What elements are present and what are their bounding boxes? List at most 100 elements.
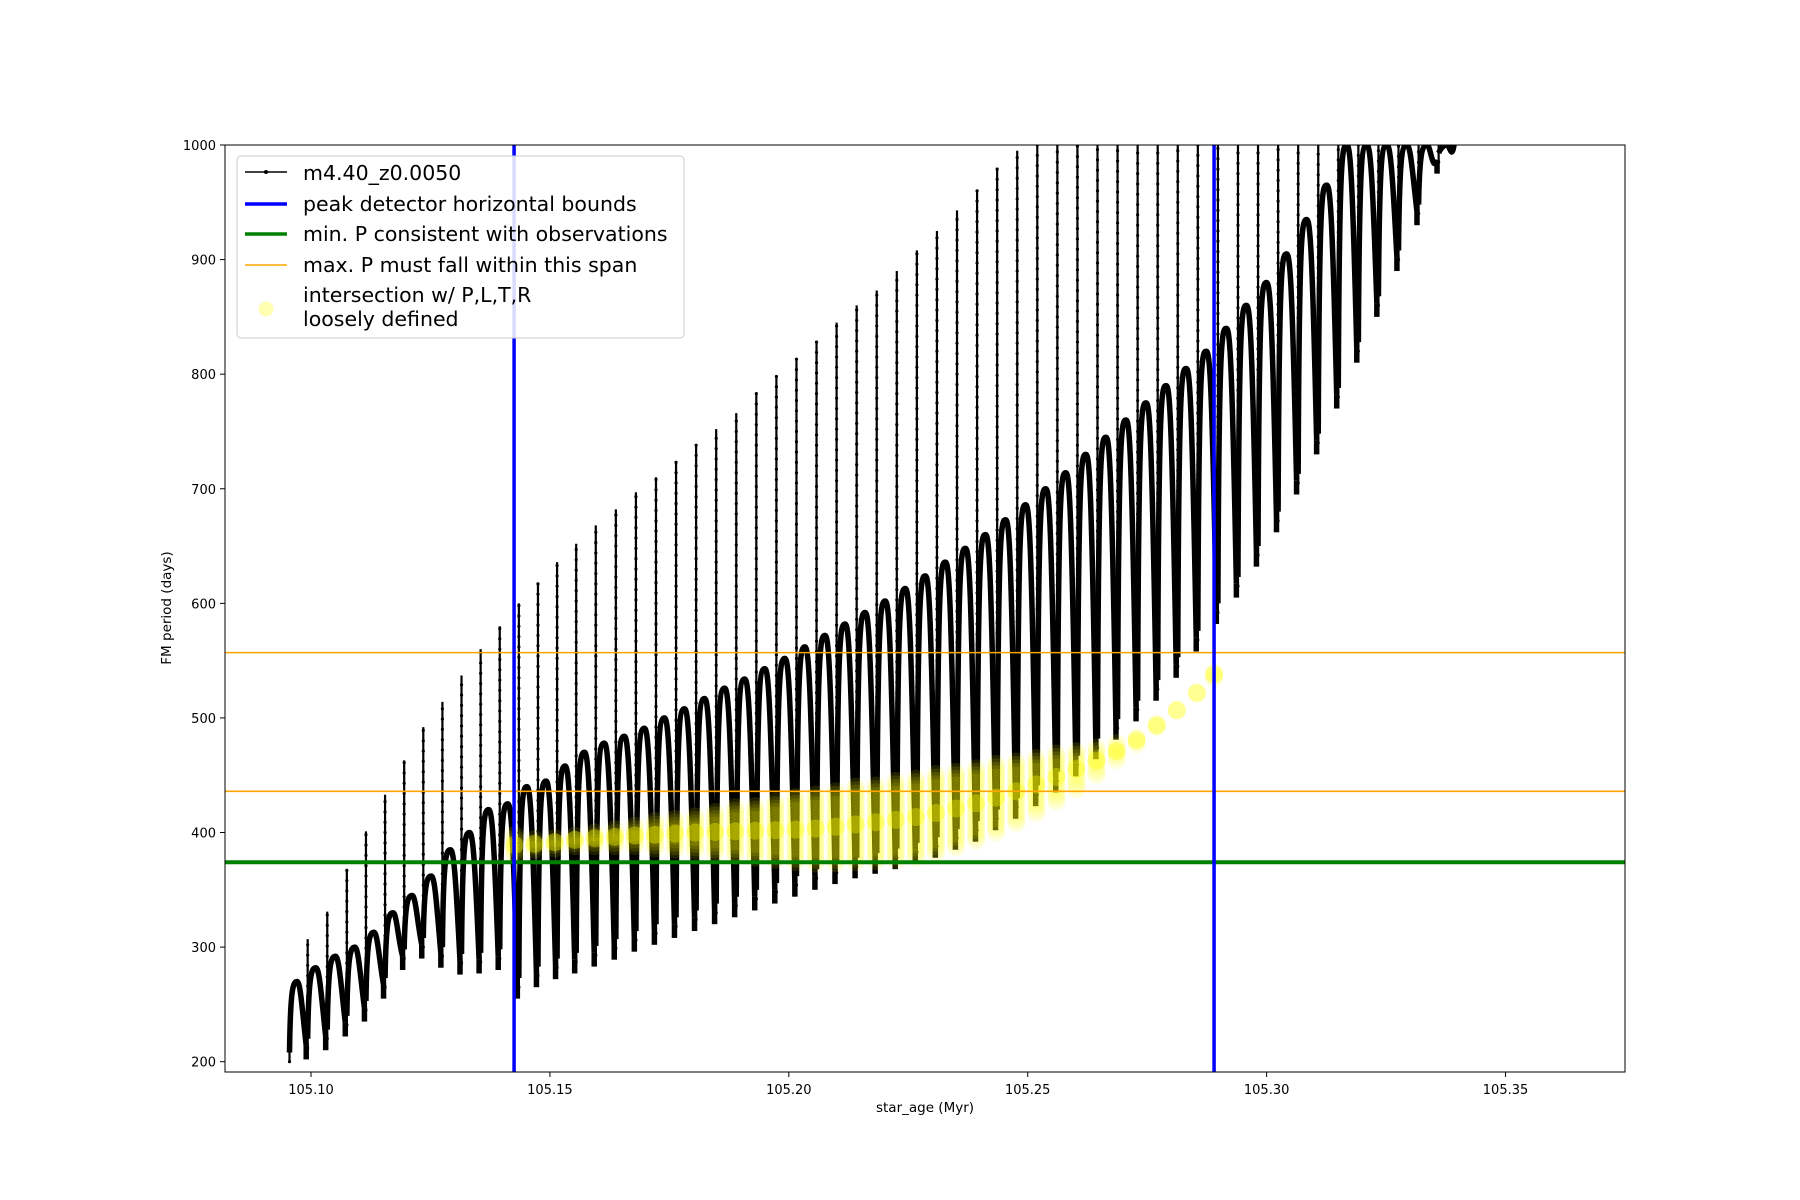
track-point bbox=[714, 581, 718, 585]
track-point bbox=[421, 873, 425, 877]
track-point bbox=[479, 795, 483, 799]
track-point bbox=[694, 464, 698, 468]
intersection-point bbox=[1127, 731, 1146, 750]
track-point bbox=[1256, 213, 1260, 217]
track-point bbox=[895, 546, 899, 550]
track-point bbox=[1075, 196, 1080, 200]
track-point bbox=[835, 406, 839, 411]
track-point bbox=[654, 488, 658, 492]
track-point bbox=[734, 440, 738, 444]
track-point bbox=[594, 551, 598, 555]
intersection-point bbox=[786, 825, 805, 844]
intersection-point bbox=[1167, 700, 1186, 719]
intersection-point bbox=[666, 833, 685, 852]
track-point bbox=[935, 298, 939, 302]
intersection-point bbox=[766, 799, 785, 818]
track-point bbox=[1115, 293, 1120, 297]
track-point bbox=[915, 489, 919, 493]
intersection-point bbox=[846, 784, 865, 803]
track-point bbox=[634, 742, 638, 746]
track-point bbox=[1095, 302, 1100, 306]
track-point bbox=[479, 712, 483, 717]
x-tick-label: 105.25 bbox=[1005, 1083, 1051, 1098]
track-point bbox=[895, 433, 899, 437]
track-point bbox=[855, 607, 859, 611]
track-point bbox=[1216, 342, 1220, 346]
track-point bbox=[814, 474, 819, 478]
intersection-point bbox=[545, 832, 564, 851]
track-point bbox=[1156, 223, 1160, 227]
intersection-point bbox=[906, 838, 925, 857]
intersection-point bbox=[786, 822, 805, 841]
track-point bbox=[1136, 337, 1140, 341]
intersection-point bbox=[766, 833, 785, 852]
track-point bbox=[654, 508, 658, 513]
track-point bbox=[1095, 199, 1100, 203]
track-point bbox=[1256, 275, 1260, 279]
intersection-point bbox=[947, 821, 966, 840]
track-point bbox=[1035, 246, 1039, 250]
track-point bbox=[794, 883, 799, 887]
track-point bbox=[654, 612, 658, 616]
intersection-point bbox=[1047, 751, 1066, 770]
track-point bbox=[835, 633, 839, 638]
track-point bbox=[1216, 208, 1220, 212]
intersection-point bbox=[886, 806, 905, 825]
track-point bbox=[1015, 269, 1019, 273]
track-point bbox=[955, 351, 959, 356]
intersection-point bbox=[967, 821, 986, 840]
track-point bbox=[835, 551, 839, 555]
intersection-point bbox=[1027, 797, 1046, 816]
track-point bbox=[1336, 158, 1340, 162]
track-point bbox=[794, 646, 799, 650]
track-point bbox=[754, 639, 758, 643]
intersection-point bbox=[886, 785, 905, 804]
intersection-point bbox=[906, 807, 925, 826]
pulse-cycle bbox=[1074, 451, 1099, 756]
track-point bbox=[1156, 316, 1160, 320]
intersection-point bbox=[926, 833, 945, 852]
intersection-point bbox=[886, 823, 905, 842]
intersection-point bbox=[1007, 810, 1026, 829]
pulse-cycle bbox=[439, 846, 463, 961]
intersection-point bbox=[926, 804, 945, 823]
track-point bbox=[574, 589, 578, 593]
track-point bbox=[915, 386, 919, 390]
intersection-point bbox=[625, 830, 644, 849]
track-point bbox=[1216, 291, 1220, 295]
track-point bbox=[734, 625, 738, 630]
track-point bbox=[794, 367, 799, 372]
track-point bbox=[1015, 228, 1019, 232]
track-point bbox=[935, 545, 939, 549]
track-point bbox=[895, 278, 899, 282]
track-point bbox=[1256, 553, 1260, 557]
track-point bbox=[1035, 401, 1039, 405]
track-point bbox=[915, 520, 919, 524]
track-point bbox=[975, 405, 979, 410]
track-point bbox=[402, 874, 406, 878]
track-point bbox=[1095, 147, 1100, 152]
intersection-point bbox=[866, 814, 885, 833]
track-point bbox=[1216, 229, 1220, 233]
track-point bbox=[654, 519, 658, 523]
track-point bbox=[1316, 441, 1320, 445]
track-point bbox=[440, 799, 445, 804]
intersection-point bbox=[565, 833, 584, 852]
intersection-point bbox=[766, 823, 785, 842]
intersection-point bbox=[746, 810, 765, 829]
legend-entry-max-p: max. P must fall within this span bbox=[303, 253, 637, 277]
intersection-point bbox=[906, 797, 925, 816]
intersection-point bbox=[1087, 762, 1106, 781]
track-point bbox=[714, 911, 718, 915]
track-point bbox=[674, 502, 678, 506]
track-point bbox=[459, 703, 464, 707]
track-point bbox=[975, 498, 979, 502]
track-point bbox=[774, 467, 778, 471]
track-point bbox=[574, 578, 578, 583]
track-point bbox=[383, 872, 387, 876]
intersection-point bbox=[1047, 765, 1066, 784]
track-point bbox=[1156, 213, 1160, 217]
track-point bbox=[975, 828, 979, 832]
track-point bbox=[694, 918, 698, 922]
track-point bbox=[754, 392, 758, 396]
